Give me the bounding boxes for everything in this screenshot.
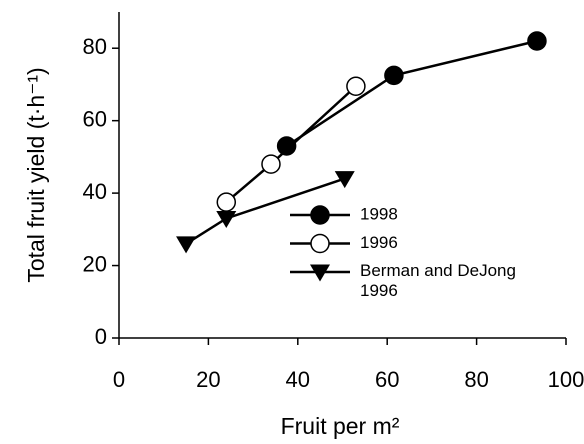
marker	[216, 210, 237, 228]
marker	[216, 192, 237, 212]
y-tick-label: 20	[83, 251, 107, 276]
x-tick-label: 80	[464, 367, 488, 392]
legend-marker	[310, 205, 330, 225]
x-tick-label: 60	[375, 367, 399, 392]
x-tick-label: 100	[548, 367, 584, 392]
marker	[176, 236, 197, 254]
x-tick-label: 20	[196, 367, 220, 392]
legend-label-line: Berman and DeJong	[360, 261, 516, 280]
legend-marker	[310, 264, 330, 282]
x-tick-label: 0	[113, 367, 125, 392]
legend-label: Berman and DeJong 1996	[360, 261, 516, 300]
legend-label: 1996	[360, 233, 398, 252]
marker	[276, 136, 297, 156]
marker	[527, 31, 547, 51]
y-tick-label: 0	[95, 324, 107, 349]
marker	[334, 171, 355, 189]
series-line	[225, 85, 357, 204]
y-tick-label: 60	[83, 106, 107, 131]
legend-marker	[310, 233, 330, 254]
series-line	[285, 39, 538, 148]
x-tick-label: 40	[286, 367, 310, 392]
marker	[261, 154, 281, 174]
legend-label: 1998	[360, 204, 398, 223]
marker	[384, 65, 404, 86]
x-axis-label: Fruit per m²	[281, 413, 400, 439]
y-axis-label: Total fruit yield (t·h⁻¹)	[23, 67, 49, 282]
y-tick-label: 80	[83, 34, 107, 59]
y-tick-label: 40	[83, 179, 107, 204]
legend-label-line: 1996	[360, 281, 398, 300]
marker	[346, 76, 366, 97]
